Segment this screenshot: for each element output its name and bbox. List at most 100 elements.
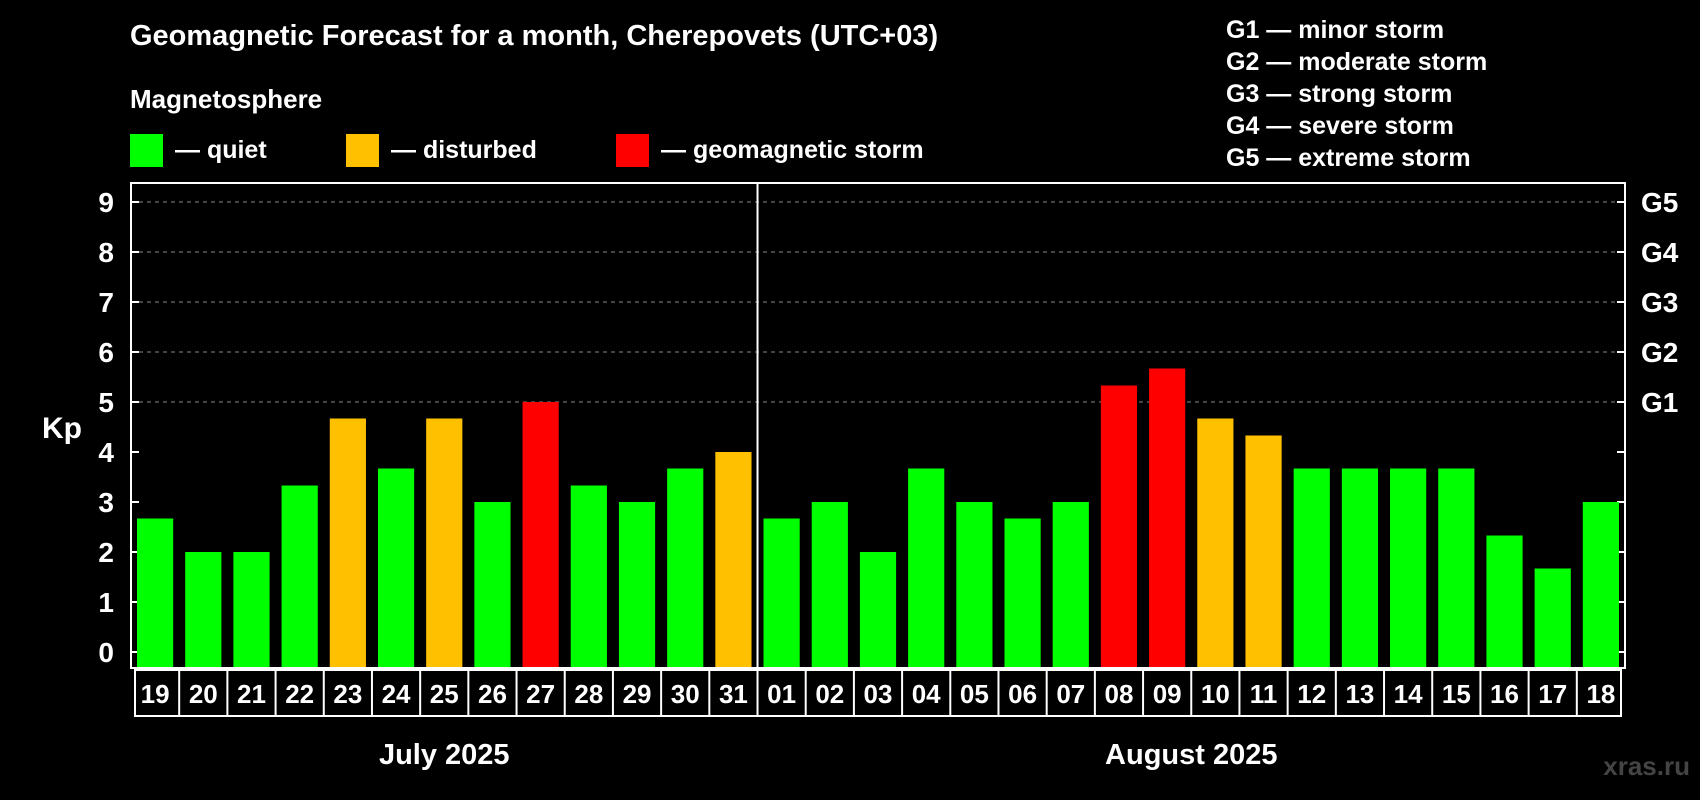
legend-item-storm: — geomagnetic storm [616,134,924,167]
bar-04 [908,468,945,667]
y-axis-label: Kp [42,412,82,445]
day-label: 10 [1201,679,1230,709]
day-label: 14 [1394,679,1423,709]
day-label: 05 [960,679,989,709]
day-label: 23 [333,679,362,709]
bar-30 [667,468,704,667]
bar-06 [1004,518,1041,667]
legend-swatch-storm [616,134,649,167]
bar-21 [233,552,270,667]
day-label: 28 [574,679,603,709]
y-tick-label: 0 [98,637,114,668]
day-label: 09 [1153,679,1182,709]
day-label: 15 [1442,679,1471,709]
y-tick-label: 8 [98,237,114,268]
bar-09 [1149,368,1186,667]
day-label: 22 [285,679,314,709]
y-tick-label: 1 [98,587,114,618]
legend-swatch-quiet [130,134,163,167]
g-scale-item-g5: G5 — extreme storm [1226,144,1471,172]
bar-11 [1245,435,1282,667]
bar-13 [1341,468,1379,667]
day-label: 17 [1538,679,1567,709]
bar-02 [811,502,848,667]
bar-07 [1052,502,1089,667]
bar-26 [474,502,511,667]
day-label: 25 [430,679,459,709]
legend-title: Magnetosphere [130,84,323,114]
day-label: 27 [526,679,555,709]
y-tick-label: 6 [98,337,114,368]
bar-27 [522,402,559,667]
bar-29 [618,502,656,667]
bar-18 [1582,502,1619,667]
bar-25 [426,418,463,667]
legend-item-disturbed: — disturbed [346,134,537,167]
day-label: 13 [1345,679,1374,709]
bar-20 [185,552,222,667]
bar-22 [281,485,318,667]
legend-label-quiet: — quiet [175,136,267,164]
y-tick-label: 2 [98,537,114,568]
legend-label-disturbed: — disturbed [391,136,537,164]
day-label-row [134,669,1622,717]
day-label: 19 [141,679,170,709]
right-axis-label-g3: G3 [1641,287,1678,318]
bar-24 [377,468,415,667]
day-label: 04 [912,679,941,709]
bar-08 [1100,385,1138,667]
y-tick-label: 9 [98,187,114,218]
g-scale-legend: G1 — minor storm G2 — moderate storm G3 … [1226,14,1487,174]
day-label: 31 [719,679,748,709]
bar-28 [570,485,607,667]
legend-label-storm: — geomagnetic storm [661,136,924,164]
legend-swatch-disturbed [346,134,379,167]
month-label-1: August 2025 [1105,739,1277,771]
bar-14 [1390,468,1427,667]
bar-16 [1486,535,1523,667]
bar-10 [1197,418,1234,667]
day-label: 20 [189,679,218,709]
day-label: 12 [1297,679,1326,709]
g-scale-item-g2: G2 — moderate storm [1226,48,1488,76]
right-axis-label-g5: G5 [1641,187,1678,218]
chart-title: Geomagnetic Forecast for a month, Cherep… [130,20,939,52]
day-label: 18 [1586,679,1615,709]
right-axis-label-g4: G4 [1641,237,1679,268]
day-label: 07 [1056,679,1085,709]
plot-frame [130,182,1626,669]
bar-23 [329,418,366,667]
legend-item-quiet: — quiet [130,134,267,167]
bar-31 [715,452,752,667]
bar-15 [1438,468,1475,667]
day-label: 03 [864,679,893,709]
bar-01 [763,518,800,667]
bar-19 [137,518,174,667]
y-tick-label: 7 [98,287,114,318]
right-axis-label-g1: G1 [1641,387,1678,418]
day-label: 24 [382,679,411,709]
y-tick-label: 4 [98,437,114,468]
g-scale-item-g1: G1 — minor storm [1226,16,1445,44]
bar-12 [1293,468,1330,667]
day-label: 29 [623,679,652,709]
day-label: 16 [1490,679,1519,709]
month-label-0: July 2025 [379,739,510,771]
g-scale-item-g4: G4 — severe storm [1226,112,1454,140]
bar-17 [1534,568,1571,667]
day-label: 02 [815,679,844,709]
bar-03 [859,552,897,667]
day-label: 08 [1105,679,1134,709]
g-scale-item-g3: G3 — strong storm [1226,80,1453,108]
right-axis-label-g2: G2 [1641,337,1678,368]
y-tick-label: 3 [98,487,114,518]
day-label: 30 [671,679,700,709]
day-label: 26 [478,679,507,709]
bar-05 [956,502,993,667]
y-tick-label: 5 [98,387,114,418]
day-label: 01 [767,679,796,709]
day-label: 11 [1250,679,1278,709]
watermark: xras.ru [1603,751,1690,781]
day-label: 06 [1008,679,1037,709]
